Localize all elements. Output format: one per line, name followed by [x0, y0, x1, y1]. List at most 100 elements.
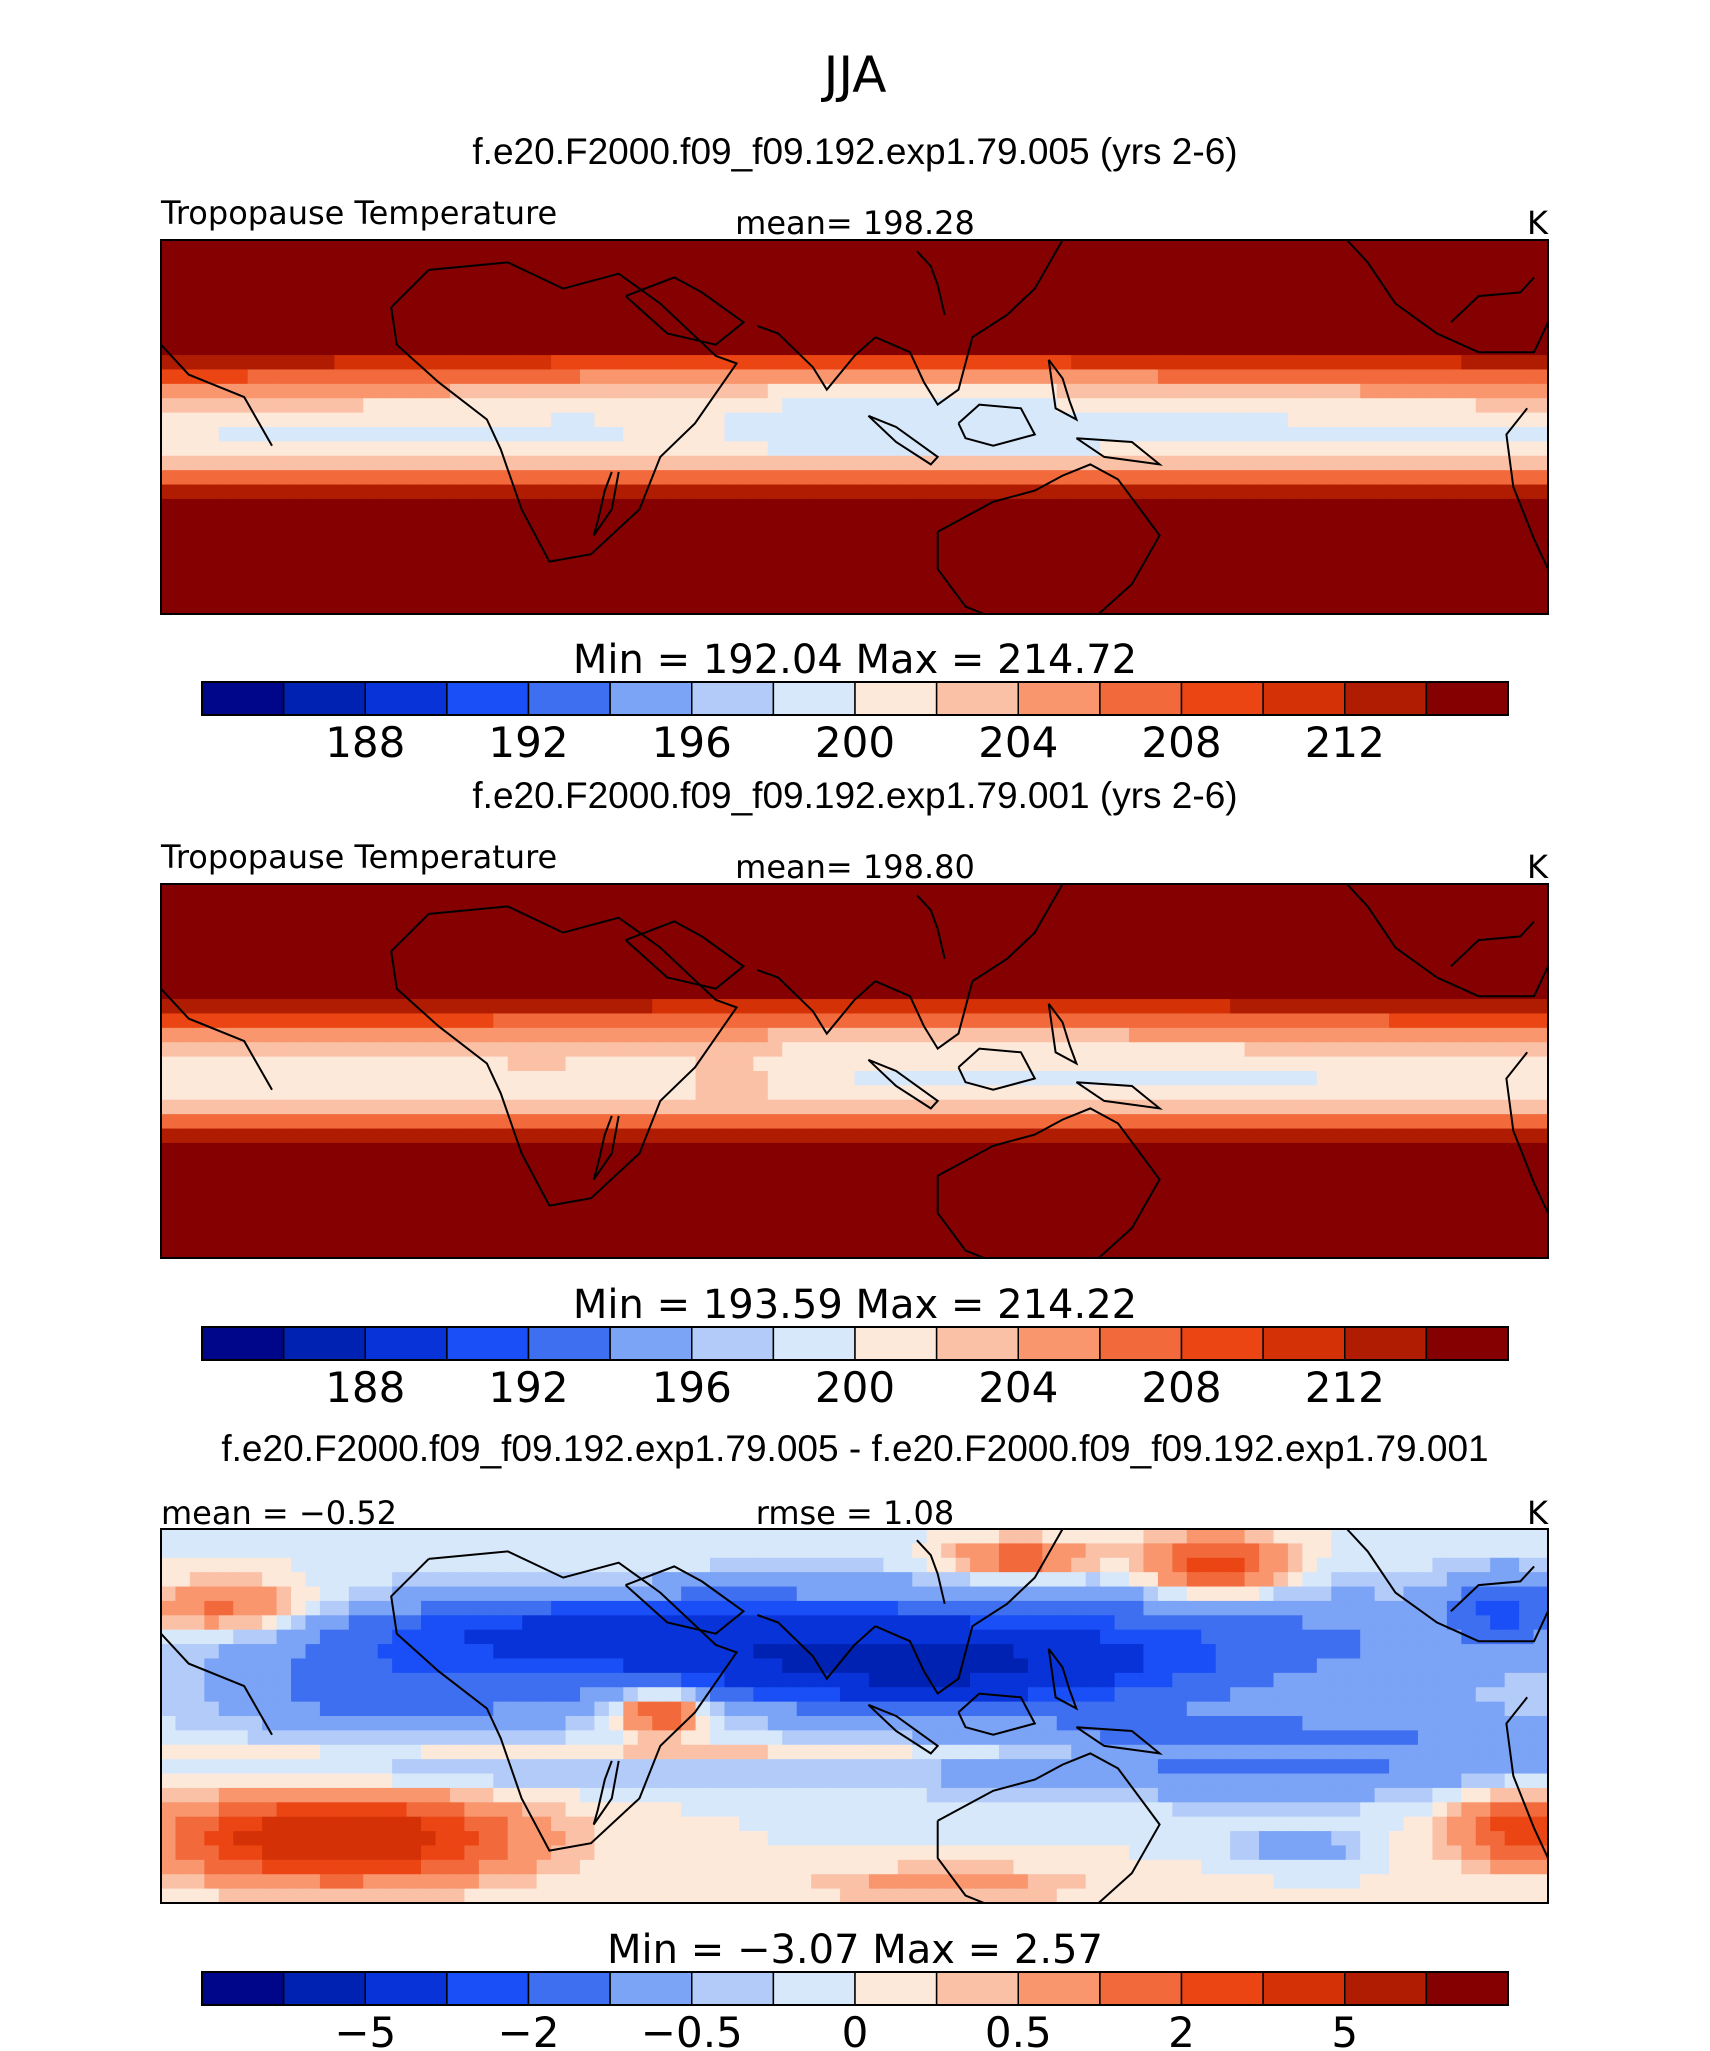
field-cell	[291, 383, 307, 399]
field-cell	[1302, 1157, 1318, 1173]
field-cell	[825, 927, 841, 943]
field-cell	[478, 1099, 494, 1115]
field-cell	[1519, 542, 1535, 558]
field-cell	[421, 398, 437, 414]
field-cell	[710, 1157, 726, 1173]
field-cell	[796, 311, 812, 327]
field-cell	[608, 1027, 624, 1043]
field-cell	[681, 1027, 697, 1043]
field-cell	[1114, 1071, 1130, 1086]
field-cell	[161, 412, 177, 428]
field-cell	[608, 1013, 624, 1029]
field-cell	[464, 970, 480, 986]
field-cell	[1533, 240, 1548, 255]
field-cell	[161, 585, 177, 601]
field-cell	[276, 254, 292, 270]
field-cell	[1100, 556, 1116, 572]
field-cell	[1230, 912, 1246, 928]
field-cell	[1172, 970, 1188, 986]
field-cell	[536, 984, 552, 1000]
field-cell	[811, 570, 827, 586]
field-cell	[161, 1114, 177, 1130]
field-cell	[449, 999, 466, 1015]
field-cell	[767, 383, 783, 399]
field-cell	[652, 556, 668, 572]
field-cell	[984, 599, 1000, 614]
field-cell	[854, 297, 870, 313]
field-cell	[1042, 441, 1058, 457]
field-cell	[840, 513, 856, 529]
field-cell	[1215, 498, 1231, 514]
field-cell	[1114, 599, 1130, 614]
field-cell	[1027, 470, 1043, 486]
field-cell	[753, 1157, 769, 1173]
field-cell	[825, 1013, 841, 1029]
field-cell	[247, 898, 263, 914]
field-cell	[1446, 398, 1462, 414]
field-cell	[421, 513, 437, 529]
field-cell	[955, 297, 971, 313]
field-cell	[825, 1200, 841, 1216]
field-cell	[1446, 369, 1462, 385]
field-cell	[348, 884, 364, 899]
field-cell	[1013, 927, 1029, 943]
field-cell	[666, 941, 682, 957]
field-cell	[262, 884, 278, 899]
field-cell	[666, 898, 682, 914]
field-cell	[970, 955, 986, 971]
field-cell	[1244, 412, 1260, 428]
field-cell	[681, 941, 697, 957]
field-cell	[1230, 340, 1246, 356]
field-cell	[840, 1013, 856, 1029]
coast-india	[757, 325, 876, 392]
field-cell	[1287, 326, 1303, 342]
field-cell	[1403, 912, 1419, 928]
field-cell	[941, 297, 957, 313]
field-cell	[738, 984, 754, 1000]
field-cell	[897, 369, 913, 385]
field-cell	[1244, 1027, 1260, 1043]
field-cell	[623, 955, 639, 971]
field-cell	[681, 470, 697, 486]
field-cell	[1215, 1056, 1231, 1072]
field-cell	[767, 283, 783, 299]
field-cell	[377, 340, 393, 356]
field-cell	[710, 1056, 726, 1072]
field-cell	[1143, 527, 1159, 543]
field-cell	[1432, 1013, 1448, 1029]
field-cell	[608, 412, 624, 428]
field-cell	[666, 970, 682, 986]
field-cell	[1129, 1171, 1145, 1187]
field-cell	[507, 383, 523, 399]
field-cell	[551, 927, 567, 943]
field-cell	[998, 1071, 1015, 1086]
field-cell	[767, 427, 783, 442]
field-cell	[854, 484, 870, 500]
field-cell	[767, 1171, 783, 1187]
field-cell	[392, 1013, 408, 1029]
field-cell	[1446, 441, 1462, 457]
field-cell	[175, 570, 191, 586]
field-cell	[652, 927, 668, 943]
field-cell	[753, 1071, 769, 1086]
field-cell	[970, 542, 986, 558]
field-cell	[998, 340, 1015, 356]
field-cell	[334, 441, 350, 457]
field-cell	[276, 513, 292, 529]
field-cell	[1417, 240, 1434, 255]
field-cell	[955, 941, 971, 957]
field-cell	[825, 955, 841, 971]
field-cell	[1056, 970, 1072, 986]
field-cell	[1331, 999, 1347, 1015]
field-cell	[666, 383, 682, 399]
field-cell	[1287, 283, 1303, 299]
field-cell	[522, 283, 538, 299]
field-cell	[1432, 383, 1448, 399]
field-cell	[681, 513, 697, 529]
field-cell	[334, 1214, 350, 1230]
field-cell	[825, 556, 841, 572]
field-cell	[955, 1013, 971, 1029]
field-cell	[1027, 369, 1043, 385]
field-cell	[623, 1114, 639, 1130]
field-cell	[161, 340, 177, 356]
